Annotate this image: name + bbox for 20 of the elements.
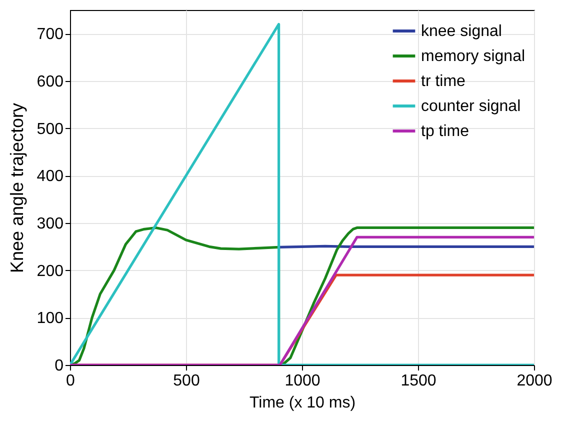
legend-label: memory signal — [421, 48, 526, 65]
y-axis-title: Knee angle trajectory — [6, 102, 27, 274]
x-tick-label: 500 — [173, 372, 200, 390]
y-tick-label: 200 — [36, 262, 64, 280]
y-tick-label: 700 — [36, 26, 64, 44]
y-tick-label: 300 — [36, 216, 64, 232]
x-tick-label: 0 — [66, 372, 76, 390]
y-tick-label: 400 — [36, 168, 64, 186]
y-tick-label: 600 — [36, 74, 64, 90]
x-tick-label: 1000 — [284, 372, 320, 390]
legend-label: tp time — [421, 123, 470, 140]
x-tick-label: 1500 — [400, 372, 436, 390]
legend-label: counter signal — [421, 98, 521, 115]
x-tick-label: 2000 — [516, 372, 552, 390]
y-tick-label: 500 — [36, 120, 64, 138]
y-tick-label: 0 — [54, 358, 64, 374]
legend-label: tr time — [421, 73, 466, 90]
y-tick-label: 100 — [36, 310, 64, 328]
legend-label: knee signal — [421, 23, 502, 40]
x-axis-title: Time (x 10 ms) — [249, 394, 356, 412]
